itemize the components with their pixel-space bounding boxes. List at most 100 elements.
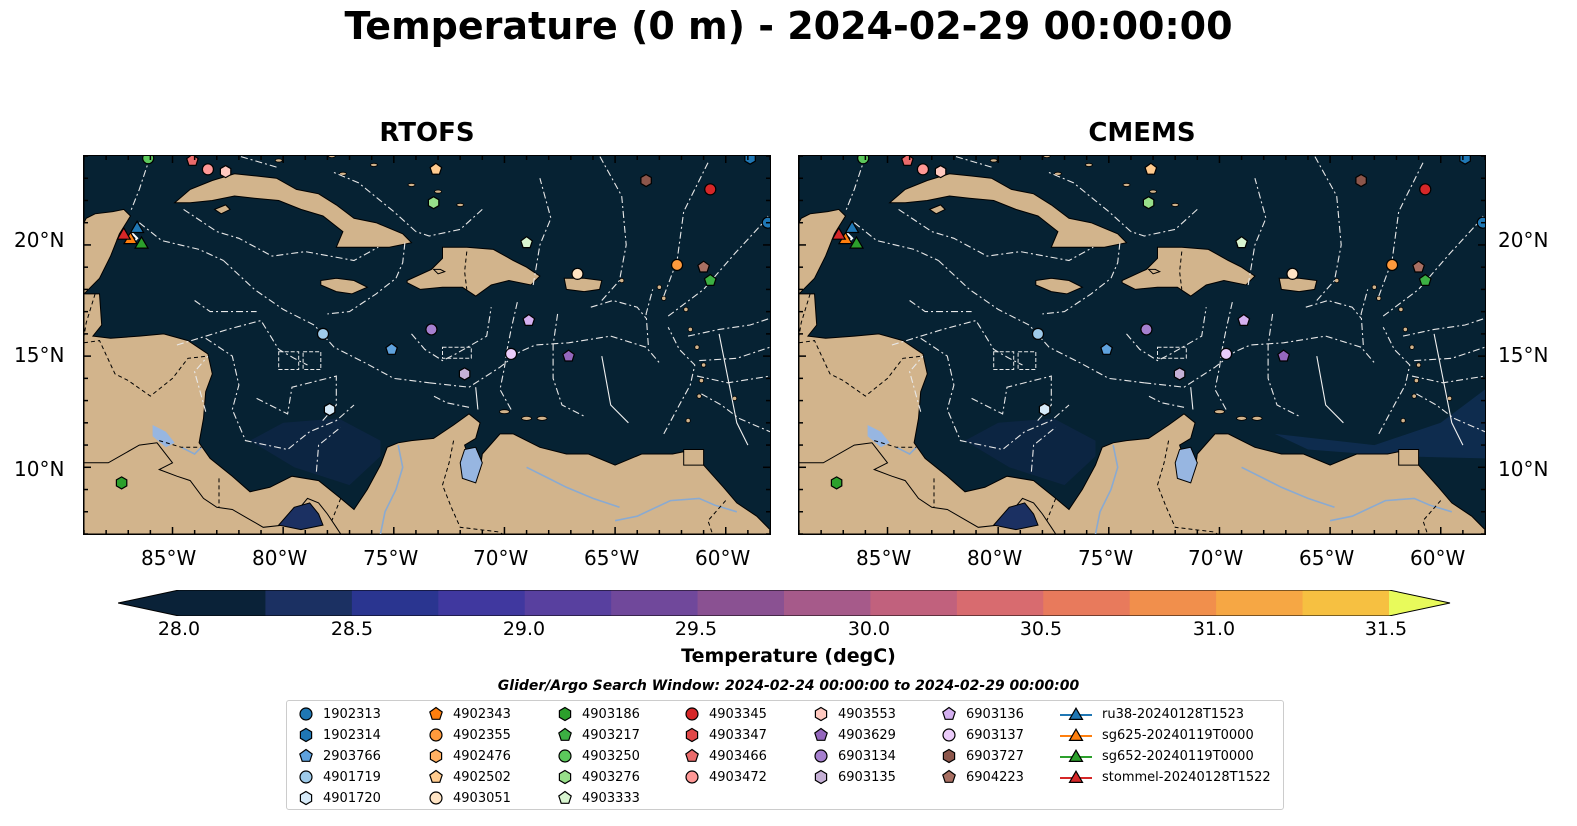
legend-label: 4903276 xyxy=(582,769,640,785)
legend-item: 4903347 xyxy=(683,725,767,745)
legend-label: 1902314 xyxy=(323,727,381,743)
legend-item: 4903276 xyxy=(556,767,640,787)
bahamas-island xyxy=(369,162,378,167)
gonave-island-land xyxy=(1147,268,1162,275)
bahamas-island xyxy=(434,189,442,194)
argo-float-marker xyxy=(562,349,576,362)
legend-item: 4902476 xyxy=(427,746,511,766)
argo-float-marker xyxy=(185,156,199,166)
glider-marker xyxy=(831,226,847,240)
legend-label: 6903727 xyxy=(966,748,1024,764)
apure-river xyxy=(1241,466,1335,509)
colorbar-segment xyxy=(438,590,526,616)
argo-float-marker xyxy=(142,156,155,165)
legend-marker-icon xyxy=(1060,707,1092,720)
maritime-boundary-solid xyxy=(1316,356,1344,424)
legend-marker-icon xyxy=(814,769,828,785)
legend-marker-icon xyxy=(685,707,699,721)
argo-float-marker xyxy=(697,260,711,273)
legend-symbol xyxy=(685,770,699,784)
panel-title-cmems: CMEMS xyxy=(1088,118,1196,148)
lon-tick-70w-right: 70°W xyxy=(1188,546,1244,570)
legend-symbol xyxy=(814,769,828,785)
maritime-boundary xyxy=(1267,313,1300,417)
legend-label: 4903466 xyxy=(709,748,767,764)
lon-tick-65w-right: 65°W xyxy=(1299,546,1355,570)
legend-item: 4903217 xyxy=(556,725,640,745)
bahamas-island xyxy=(1084,162,1093,167)
map-panel-cmems xyxy=(798,155,1486,535)
maritime-boundary xyxy=(1247,178,1267,286)
lesser-antilles-island xyxy=(1371,284,1377,290)
maritime-boundary xyxy=(920,337,1070,451)
legend-item: 4903051 xyxy=(427,788,511,808)
gonave-island-land xyxy=(432,268,447,275)
colorbar-segment xyxy=(697,590,785,616)
maritime-boundary xyxy=(433,395,470,408)
maritime-boundary xyxy=(1030,426,1057,472)
legend-label: 4903347 xyxy=(709,727,767,743)
search-window-caption: Glider/Argo Search Window: 2024-02-24 00… xyxy=(497,678,1080,694)
maritime-boundary xyxy=(1126,307,1207,362)
map-panel-rtofs xyxy=(83,155,771,535)
maritime-boundary xyxy=(645,289,654,346)
maritime-boundary xyxy=(1314,156,1342,301)
colorbar-tick-0: 28.0 xyxy=(157,618,201,640)
legend-marker-icon xyxy=(814,749,828,763)
colombia-venezuela-border xyxy=(1156,440,1219,534)
legend-marker-icon xyxy=(558,727,572,741)
abc-island xyxy=(521,415,532,421)
nicaragua-costa-rica-border xyxy=(874,440,917,448)
abc-island xyxy=(1251,415,1263,421)
colorbar-segment xyxy=(1043,590,1131,616)
argo-float-marker xyxy=(1419,183,1432,196)
legend-label: 4903051 xyxy=(453,790,511,806)
cuba-land xyxy=(888,173,1128,248)
legend-symbol xyxy=(429,791,443,805)
cuba-land xyxy=(173,173,413,248)
maritime-boundary-solid xyxy=(475,387,479,410)
bahamas-island xyxy=(1149,189,1157,194)
legend-symbol xyxy=(685,707,699,721)
glider-marker xyxy=(116,226,132,240)
legend-symbol xyxy=(685,727,699,743)
puerto-rico-land xyxy=(1278,277,1318,293)
legend-label: sg652-20240119T0000 xyxy=(1102,748,1254,764)
legend-symbol xyxy=(942,748,956,764)
magdalena-river xyxy=(1094,444,1119,534)
lat-tick-10n-right: 10°N xyxy=(1498,457,1549,481)
argo-float-marker xyxy=(115,476,128,490)
colorbar-tick-7: 31.5 xyxy=(1364,618,1408,640)
magdalena-river xyxy=(379,444,404,534)
legend-item: sg652-20240119T0000 xyxy=(1058,746,1254,766)
maritime-boundary xyxy=(953,156,992,168)
maritime-boundary xyxy=(183,208,379,262)
honduras-nicaragua-border xyxy=(84,340,208,397)
argo-float-marker xyxy=(316,327,330,341)
maritime-boundary xyxy=(909,300,972,313)
maritime-boundary-solid xyxy=(718,333,749,446)
argo-float-marker xyxy=(1237,313,1251,326)
maritime-boundary xyxy=(696,375,770,384)
legend-marker-icon xyxy=(299,790,313,806)
lon-tick-60w-right: 60°W xyxy=(1410,546,1466,570)
colorbar-tick-5: 30.5 xyxy=(1019,618,1063,640)
legend-item: 1902313 xyxy=(297,704,381,724)
legend-marker-icon xyxy=(299,770,313,784)
legend-item: 1902314 xyxy=(297,725,381,745)
legend-item: 6903727 xyxy=(940,746,1024,766)
colorbar-segment xyxy=(524,590,612,616)
legend-item: 4903333 xyxy=(556,788,640,808)
argo-float-marker xyxy=(219,164,232,179)
maritime-boundary-solid xyxy=(1190,387,1194,410)
abc-island xyxy=(499,409,510,415)
maritime-boundary xyxy=(411,307,492,362)
hispaniola-land xyxy=(406,246,541,297)
rtofs-map-canvas xyxy=(84,156,770,534)
colorbar-tick-3: 29.5 xyxy=(674,618,718,640)
lesser-antilles-island xyxy=(694,344,700,350)
argo-float-marker xyxy=(429,162,443,175)
lon-tick-65w-left: 65°W xyxy=(584,546,640,570)
legend-symbol xyxy=(429,728,443,742)
honduras-nicaragua-border xyxy=(799,340,923,397)
